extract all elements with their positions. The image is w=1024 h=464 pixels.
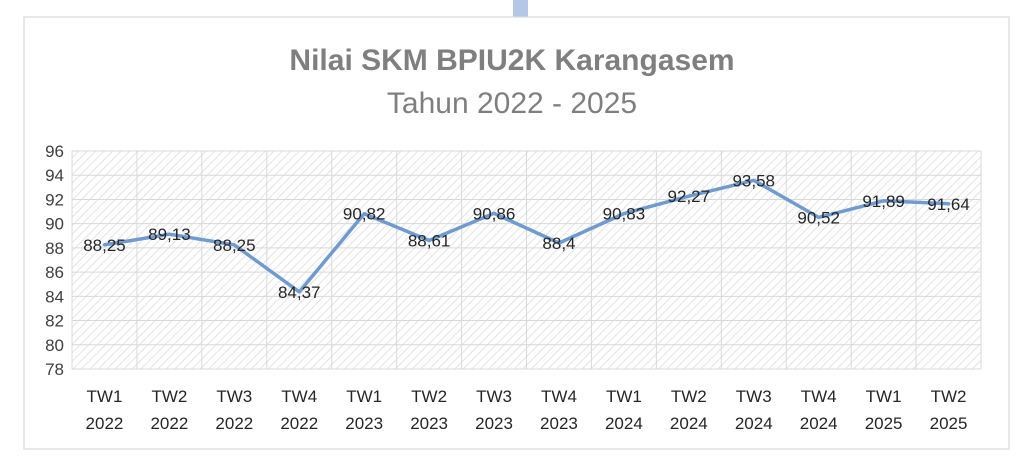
data-label: 88,25 <box>213 236 256 255</box>
data-label: 88,61 <box>408 232 451 251</box>
y-tick-label: 94 <box>45 166 64 185</box>
data-label: 90,86 <box>473 204 516 223</box>
y-tick-label: 80 <box>45 336 64 355</box>
chart-subtitle: Tahun 2022 - 2025 <box>387 87 637 120</box>
data-label: 90,52 <box>797 208 840 227</box>
x-tick-label: TW2 2022 <box>150 387 188 433</box>
x-tick-label: TW4 2022 <box>280 387 318 433</box>
series-line <box>102 178 951 294</box>
y-tick-label: 84 <box>45 287 64 306</box>
x-tick-label: TW1 2023 <box>345 387 383 433</box>
y-tick-label: 88 <box>45 239 64 258</box>
y-tick-label: 92 <box>45 190 64 209</box>
x-tick-label: TW3 2023 <box>475 387 513 433</box>
y-tick-label: 90 <box>45 215 64 234</box>
x-tick-label: TW3 2022 <box>215 387 253 433</box>
data-label: 89,13 <box>148 225 191 244</box>
y-tick-label: 82 <box>45 312 64 331</box>
data-label: 91,89 <box>862 192 905 211</box>
y-tick-label: 78 <box>45 360 64 379</box>
x-tick-label: TW1 2022 <box>86 387 124 433</box>
x-tick-label: TW2 2024 <box>670 387 708 433</box>
x-tick-label: TW2 2023 <box>410 387 448 433</box>
y-tick-label: 96 <box>45 142 64 161</box>
y-axis: 78 80 82 84 86 88 90 92 94 96 <box>45 142 64 379</box>
x-tick-label: TW2 2025 <box>930 387 968 433</box>
y-tick-label: 86 <box>45 263 64 282</box>
x-tick-label: TW4 2023 <box>540 387 578 433</box>
x-tick-label: TW3 2024 <box>735 387 773 433</box>
chart-title: Nilai SKM BPIU2K Karangasem <box>289 44 734 77</box>
top-marker <box>513 0 528 18</box>
data-label: 91,64 <box>927 195 970 214</box>
data-label: 92,27 <box>668 187 711 206</box>
data-label: 84,37 <box>278 283 321 302</box>
data-label: 90,82 <box>343 205 386 224</box>
data-label: 88,4 <box>542 234 575 253</box>
data-label: 93,58 <box>732 171 775 190</box>
x-tick-label: TW4 2024 <box>800 387 838 433</box>
x-tick-label: TW1 2025 <box>865 387 903 433</box>
gridlines <box>71 150 982 370</box>
x-tick-label: TW1 2024 <box>605 387 643 433</box>
data-label: 88,25 <box>83 236 126 255</box>
x-axis: TW1 2022 TW2 2022 TW3 2022 TW4 2022 TW1 2023 TW2 20… <box>86 387 968 433</box>
data-labels: 88,25 89,13 88,25 84,37 90,82 88,61 90,86 88,4 9… <box>83 171 970 302</box>
data-label: 90,83 <box>603 205 646 224</box>
